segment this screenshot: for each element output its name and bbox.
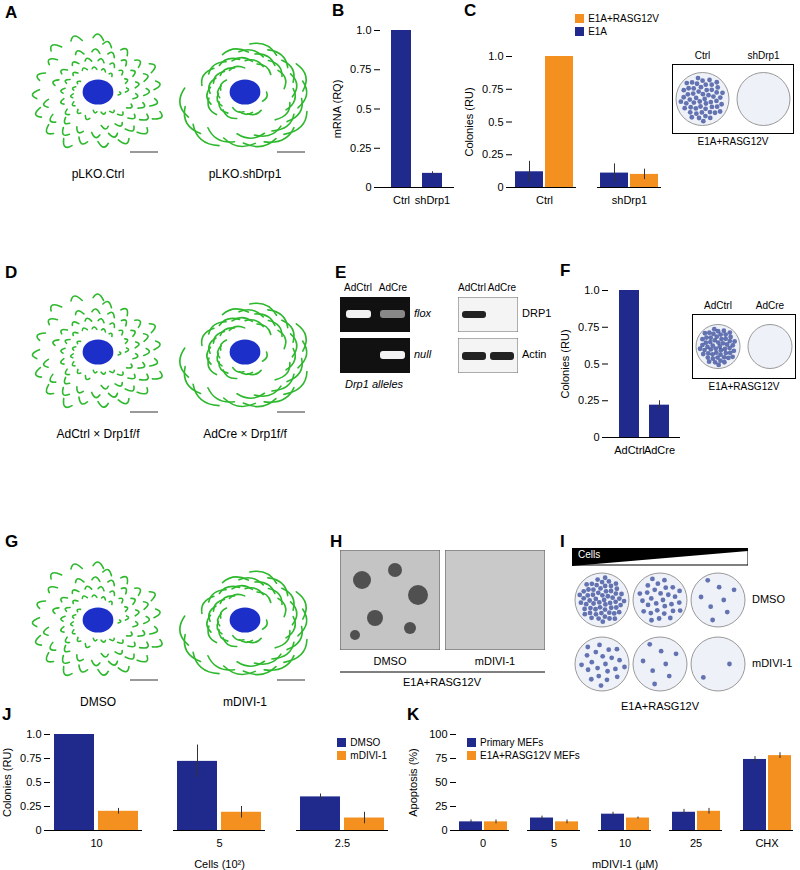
html-text:mDIVI-1: mDIVI-1 [350, 750, 387, 761]
html-text:flox: flox [414, 307, 432, 319]
svg-text:0.75: 0.75 [482, 83, 503, 95]
html-text:DMSO: DMSO [80, 695, 116, 709]
svg-text:0.25: 0.25 [20, 800, 41, 812]
svg-text:CHX: CHX [755, 837, 779, 849]
svg-text:1.0: 1.0 [584, 284, 599, 296]
html-text:DMSO: DMSO [373, 655, 407, 667]
html-text:pLKO.Ctrl: pLKO.Ctrl [71, 167, 125, 181]
svg-text:0.5: 0.5 [584, 358, 599, 370]
html-text:H: H [330, 532, 343, 551]
html-text:E1A: E1A [588, 26, 607, 37]
html-text:mDIVI-1: mDIVI-1 [223, 695, 267, 709]
svg-text:25: 25 [435, 800, 447, 812]
svg-text:0.75: 0.75 [578, 321, 599, 333]
html-text:E1A+RASG12V MEFs: E1A+RASG12V MEFs [480, 750, 580, 761]
svg-text:1.0: 1.0 [26, 728, 41, 740]
html-text:I: I [560, 532, 565, 551]
svg-text:10: 10 [619, 837, 631, 849]
html-text:E1A+RASG12V: E1A+RASG12V [588, 13, 659, 24]
html-text:mDIVI-1: mDIVI-1 [752, 657, 793, 669]
svg-text:0.25: 0.25 [350, 142, 371, 154]
svg-text:0: 0 [35, 824, 41, 836]
svg-text:2.5: 2.5 [335, 837, 350, 849]
html-text:E1A+RASG12V: E1A+RASG12V [708, 381, 780, 392]
html-text:AdCtrl × Drp1f/f: AdCtrl × Drp1f/f [56, 427, 140, 441]
html-text:Drp1 alleles: Drp1 alleles [345, 378, 404, 390]
svg-text:1.0: 1.0 [488, 50, 503, 62]
svg-text:0.25: 0.25 [482, 148, 503, 160]
svg-text:0.5: 0.5 [26, 776, 41, 788]
html-text:null: null [414, 348, 432, 360]
svg-text:Colonies (RU): Colonies (RU) [1, 748, 13, 817]
html-text:DMSO: DMSO [752, 593, 785, 605]
svg-text:5: 5 [216, 837, 222, 849]
svg-text:Colonies (RU): Colonies (RU) [463, 87, 475, 156]
html-text:Ctrl: Ctrl [694, 50, 711, 61]
html-text:E: E [335, 263, 347, 282]
svg-text:50: 50 [435, 776, 447, 788]
html-text:B: B [332, 1, 345, 20]
svg-text:10: 10 [90, 837, 102, 849]
svg-text:0.5: 0.5 [356, 103, 371, 115]
html-text:AdCtrl: AdCtrl [704, 300, 732, 311]
svg-text:0: 0 [441, 824, 447, 836]
svg-text:mDIVI-1 (µM): mDIVI-1 (µM) [592, 858, 658, 870]
svg-text:0: 0 [497, 181, 503, 193]
svg-text:0.25: 0.25 [578, 394, 599, 406]
svg-text:5: 5 [551, 837, 557, 849]
svg-text:Apoptosis (%): Apoptosis (%) [407, 748, 419, 816]
svg-text:AdCre: AdCre [644, 444, 675, 456]
svg-text:mRNA (RQ): mRNA (RQ) [331, 80, 343, 139]
html-text:J: J [2, 705, 12, 724]
html-text:E1A+RASG12V: E1A+RASG12V [697, 136, 769, 147]
html-text:AdCtrl AdCre: AdCtrl AdCre [458, 282, 517, 293]
svg-text:75: 75 [435, 752, 447, 764]
svg-text:Cells (10²): Cells (10²) [194, 858, 245, 870]
svg-text:0.5: 0.5 [488, 116, 503, 128]
svg-text:Colonies (RU): Colonies (RU) [559, 329, 571, 398]
html-text:AdCre × Drp1f/f: AdCre × Drp1f/f [203, 427, 287, 441]
svg-text:0: 0 [480, 837, 486, 849]
svg-text:Ctrl: Ctrl [536, 194, 553, 206]
html-text:AdCre: AdCre [755, 300, 785, 311]
html-text:AdCre: AdCre [378, 282, 408, 293]
html-text:shDrp1: shDrp1 [747, 50, 780, 61]
svg-text:0.75: 0.75 [350, 63, 371, 75]
html-text:E1A+RASG12V: E1A+RASG12V [403, 676, 481, 688]
svg-text:AdCtrl: AdCtrl [614, 444, 645, 456]
html-text:DRP1: DRP1 [522, 307, 552, 319]
html-text:pLKO.shDrp1: pLKO.shDrp1 [208, 167, 282, 181]
svg-text:shDrp1: shDrp1 [415, 194, 450, 206]
html-text:Cells: Cells [578, 549, 601, 560]
svg-text:0: 0 [365, 181, 371, 193]
svg-text:1.0: 1.0 [356, 24, 371, 36]
html-text:K: K [407, 705, 420, 724]
svg-text:Ctrl: Ctrl [393, 194, 410, 206]
html-text:Primary MEFs: Primary MEFs [480, 737, 544, 748]
svg-text:100: 100 [429, 728, 447, 740]
svg-text:0: 0 [593, 431, 599, 443]
svg-text:0.75: 0.75 [20, 752, 41, 764]
html-text:C: C [464, 1, 477, 20]
html-text:F: F [560, 261, 571, 280]
svg-text:shDrp1: shDrp1 [612, 194, 647, 206]
html-text:A: A [5, 3, 18, 22]
svg-text:25: 25 [690, 837, 702, 849]
html-text:Actin: Actin [522, 348, 547, 360]
html-text:mDIVI-1: mDIVI-1 [474, 655, 516, 667]
html-text:E1A+RASG12V: E1A+RASG12V [621, 700, 699, 712]
html-text:AdCtrl: AdCtrl [344, 282, 372, 293]
html-text:G: G [5, 532, 19, 551]
html-text:D: D [5, 263, 18, 282]
html-text:DMSO: DMSO [350, 737, 381, 748]
